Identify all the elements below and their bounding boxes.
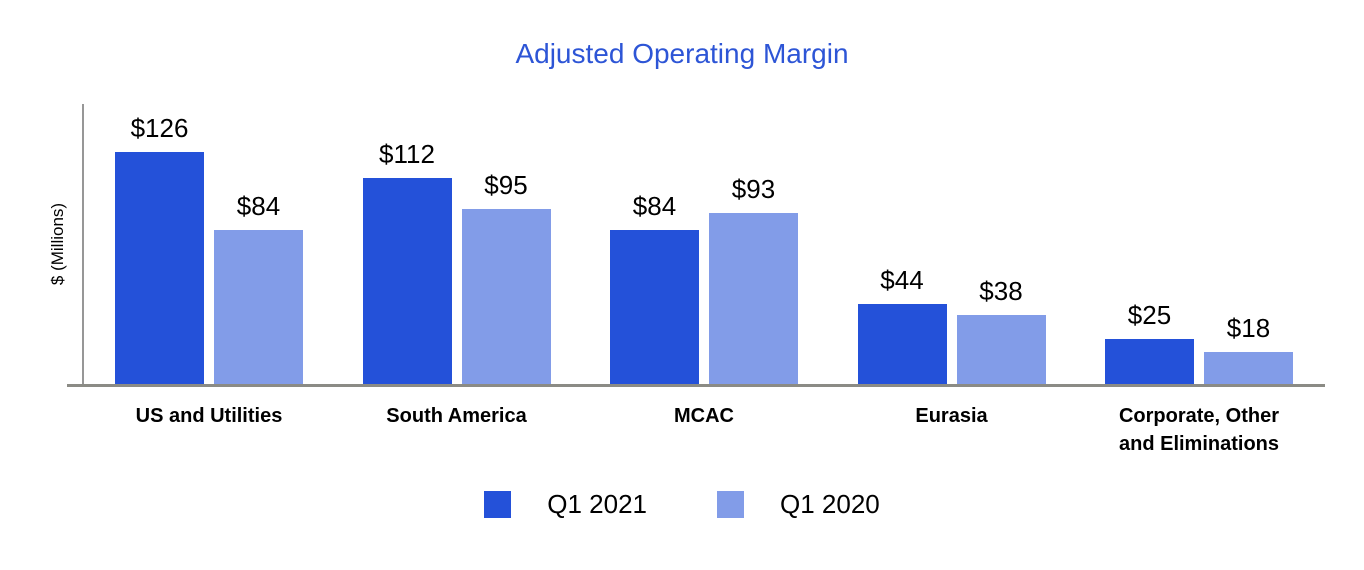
bar-q1-2021-eurasia (857, 303, 947, 385)
value-label-q1-2021-eurasia: $44 (880, 264, 924, 295)
bar-q1-2020-us-and-utilities (214, 229, 303, 385)
category-label-eurasia: Eurasia (915, 405, 988, 427)
value-label-q1-2020-mcac: $93 (731, 174, 776, 205)
value-label-q1-2021-south-america: $112 (379, 138, 435, 169)
y-axis-label: $ (Millions) (48, 202, 67, 286)
value-label-q1-2020-corporate-other-and-eliminations: $18 (1226, 312, 1271, 343)
chart-title: Adjusted Operating Margin (515, 38, 849, 69)
bar-q1-2020-mcac (709, 213, 798, 385)
category-label-corporate-other-and-eliminations: Corporate, Other and Eliminations (1118, 405, 1280, 455)
bar-q1-2020-south-america (461, 209, 551, 385)
legend-label-q1-2021: Q1 2021 (547, 489, 647, 519)
bar-q1-2021-corporate-other-and-eliminations (1105, 338, 1194, 385)
value-label-q1-2021-corporate-other-and-eliminations: $25 (1127, 299, 1172, 330)
category-label-mcac: MCAC (674, 405, 734, 427)
legend-swatch-q1-2021 (484, 491, 512, 518)
legend-entry-q1-2021: Q1 2021 (484, 489, 647, 520)
category-label-us-and-utilities: US and Utilities (135, 405, 283, 427)
value-label-q1-2020-eurasia: $38 (979, 275, 1023, 306)
bar-q1-2021-us-and-utilities (115, 152, 204, 385)
legend-swatch-q1-2020 (717, 491, 744, 518)
category-label-south-america: South America (386, 405, 527, 427)
bar-q1-2020-corporate-other-and-eliminations (1204, 351, 1293, 385)
y-axis-line (82, 104, 84, 386)
legend-entry-q1-2020: Q1 2020 (717, 489, 880, 520)
value-label-q1-2021-us-and-utilities: $126 (130, 113, 189, 144)
x-axis-line (67, 384, 1325, 387)
bar-q1-2020-eurasia (956, 314, 1046, 385)
value-label-q1-2020-us-and-utilities: $84 (236, 190, 281, 221)
bar-q1-2021-south-america (362, 177, 452, 385)
legend-label-q1-2020: Q1 2020 (780, 489, 880, 519)
bar-q1-2021-mcac (610, 229, 699, 385)
value-label-q1-2020-south-america: $95 (484, 170, 528, 201)
legend: Q1 2021 Q1 2020 (0, 489, 1364, 520)
value-label-q1-2021-mcac: $84 (632, 190, 677, 221)
